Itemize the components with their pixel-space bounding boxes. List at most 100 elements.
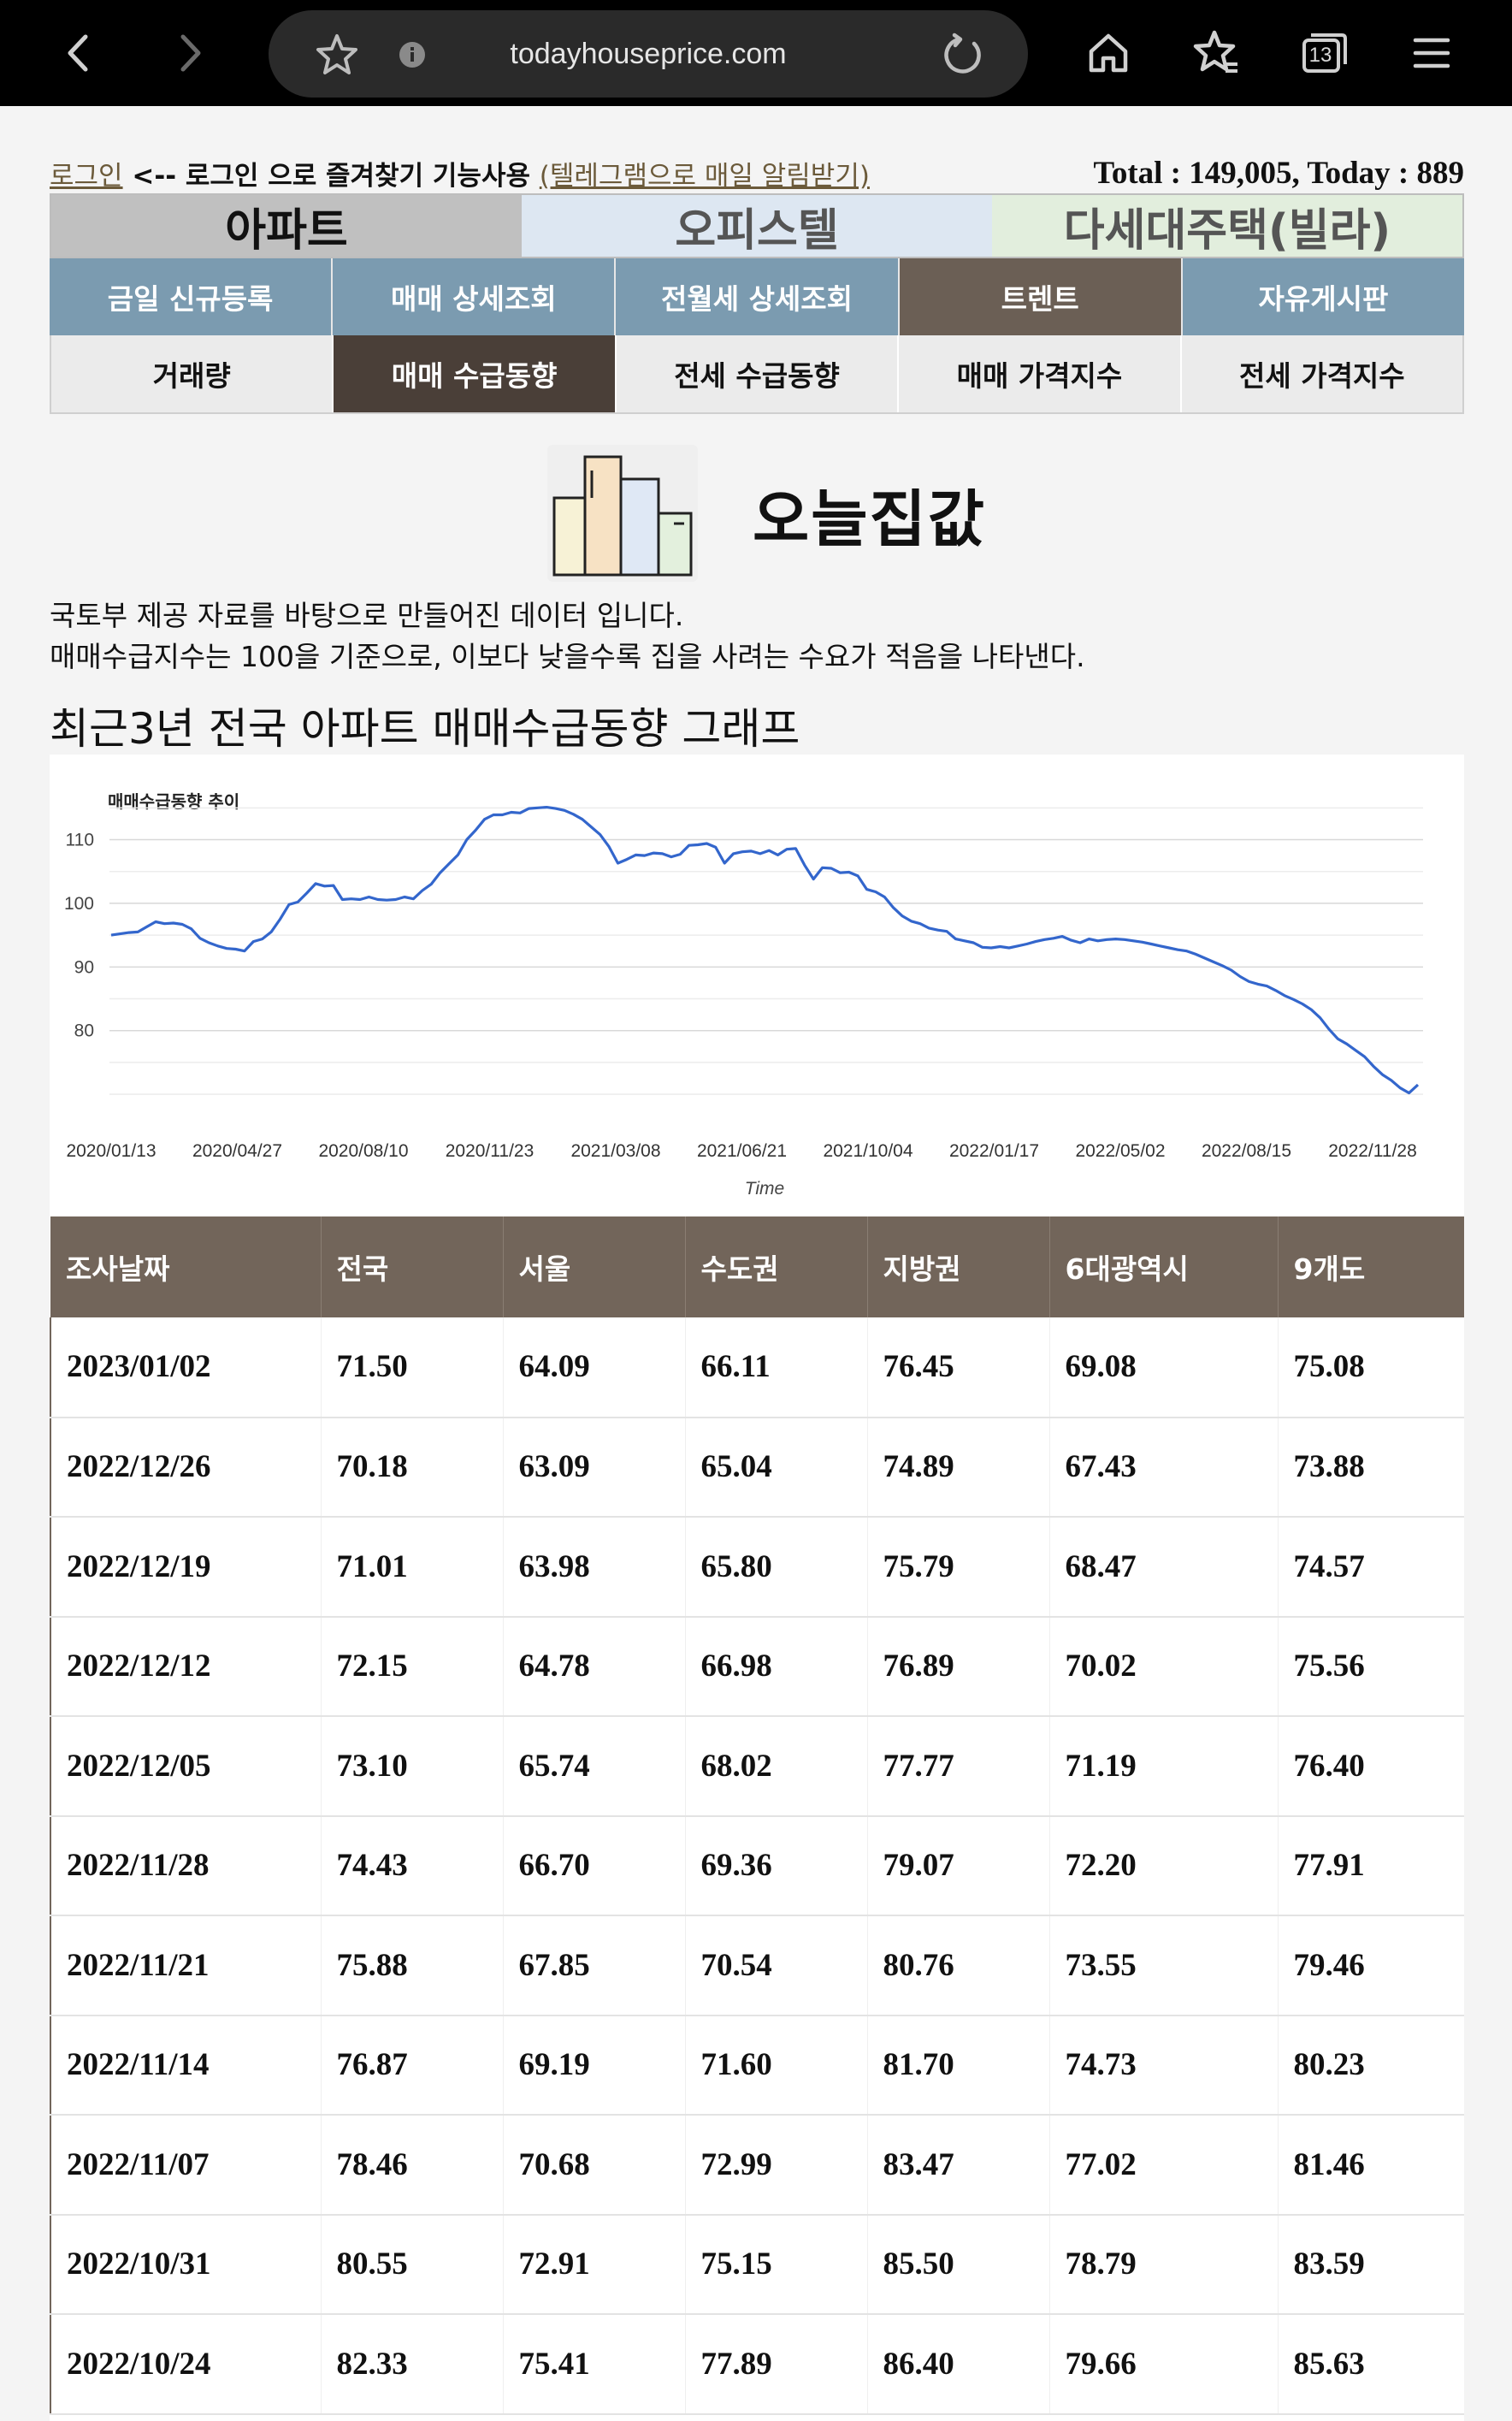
table-cell: 75.08: [1278, 1317, 1464, 1418]
table-cell: 75.88: [321, 1915, 504, 2016]
sub-jeonse-supply-demand[interactable]: 전세 수급동향: [616, 335, 900, 412]
top-info-line: 로그인 <-- 로그인 으로 즐겨찾기 기능사용 (텔레그램으로 매일 알림받기…: [50, 152, 1464, 193]
tabs-icon[interactable]: 13: [1290, 19, 1358, 87]
tab-apartment[interactable]: 아파트: [51, 195, 522, 257]
table-header-cell: 6대광역시: [1049, 1216, 1279, 1317]
chart-x-axis-label: Time: [745, 1179, 784, 1199]
main-menu: 금일 신규등록 매매 상세조회 전월세 상세조회 트렌트 자유게시판: [50, 258, 1465, 335]
data-table-container: 조사날짜 전국 서울 수도권 지방권 6대광역시 9개도 2023/01/02 71.50 64…: [50, 1216, 1464, 2421]
chart-y-tick-label: 90: [74, 957, 94, 977]
table-cell: 71.60: [685, 2015, 868, 2116]
table-cell: 2022/12/26: [50, 1417, 322, 1518]
menu-free-board[interactable]: 자유게시판: [1182, 258, 1465, 335]
table-row: 2022/12/19 71.01 63.98 65.80 75.79 68.47 74.57: [50, 1517, 1464, 1618]
table-cell: 76.45: [867, 1317, 1050, 1418]
chart-x-tick-label: 2020/08/10: [318, 1141, 408, 1161]
table-header-cell: 수도권: [685, 1216, 868, 1317]
table-cell: 77.91: [1278, 1815, 1464, 1916]
table-cell: 2022/10/24: [50, 2314, 322, 2415]
table-row: 2022/12/12 72.15 64.78 66.98 76.89 70.02 75.56: [50, 1616, 1464, 1717]
sub-jeonse-price-index[interactable]: 전세 가격지수: [1181, 335, 1463, 412]
table-cell: 65.04: [685, 1417, 868, 1518]
chart-y-tick-label: 100: [64, 894, 94, 914]
table-cell: 68.02: [685, 1716, 868, 1817]
address-bar[interactable]: todayhouseprice.com: [269, 10, 1028, 98]
table-cell: 65.74: [503, 1716, 686, 1817]
reload-icon[interactable]: [929, 21, 997, 89]
table-row: 2022/11/07 78.46 70.68 72.99 83.47 77.02 81.46: [50, 2115, 1464, 2216]
url-text[interactable]: todayhouseprice.com: [510, 37, 787, 70]
site-info-icon[interactable]: [378, 21, 446, 89]
table-cell: 85.50: [867, 2214, 1050, 2315]
table-cell: 80.76: [867, 1915, 1050, 2016]
table-cell: 70.68: [503, 2115, 686, 2216]
table-cell: 75.56: [1278, 1616, 1464, 1717]
bookmark-star-icon[interactable]: [303, 21, 371, 89]
table-cell: 72.20: [1049, 1815, 1279, 1916]
table-cell: 2023/01/02: [50, 1317, 322, 1418]
table-cell: 74.89: [867, 1417, 1050, 1518]
table-cell: 64.78: [503, 1616, 686, 1717]
table-cell: 2022/12/05: [50, 1716, 322, 1817]
chart-svg: 매매수급동향 추이 80 90 100 110 2020/01/13 2020/04/27 2…: [64, 791, 1423, 1199]
supply-demand-chart: 매매수급동향 추이 80 90 100 110 2020/01/13 2020/04/27 2…: [50, 755, 1464, 1216]
chart-series-line: [110, 805, 1420, 1095]
table-cell: 69.19: [503, 2015, 686, 2116]
table-cell: 76.87: [321, 2015, 504, 2116]
tab-villa[interactable]: 다세대주택(빌라): [992, 195, 1462, 257]
table-header-cell: 서울: [503, 1216, 686, 1317]
table-cell: 77.77: [867, 1716, 1050, 1817]
table-cell: 79.07: [867, 1815, 1050, 1916]
table-cell: 67.85: [503, 1915, 686, 2016]
data-table: 조사날짜 전국 서울 수도권 지방권 6대광역시 9개도 2023/01/02 71.50 64…: [50, 1216, 1464, 2415]
menu-sale-detail[interactable]: 매매 상세조회: [333, 258, 617, 335]
table-row: 2022/11/21 75.88 67.85 70.54 80.76 73.55 79.46: [50, 1915, 1464, 2016]
sub-menu: 거래량 매매 수급동향 전세 수급동향 매매 가격지수 전세 가격지수: [50, 335, 1464, 414]
login-notice: 로그인 <-- 로그인 으로 즐겨찾기 기능사용 (텔레그램으로 매일 알림받기…: [50, 154, 870, 192]
favorites-icon[interactable]: [1182, 19, 1250, 87]
sub-volume[interactable]: 거래량: [51, 335, 334, 412]
menu-rent-detail[interactable]: 전월세 상세조회: [616, 258, 900, 335]
menu-icon[interactable]: [1397, 19, 1466, 87]
category-tabs: 아파트 오피스텔 다세대주택(빌라): [50, 193, 1464, 258]
table-cell: 75.41: [503, 2314, 686, 2415]
table-cell: 77.89: [685, 2314, 868, 2415]
table-cell: 79.46: [1278, 1915, 1464, 2016]
table-row: 2022/12/05 73.10 65.74 68.02 77.77 71.19 76.40: [50, 1716, 1464, 1817]
table-cell: 72.15: [321, 1616, 504, 1717]
table-cell: 73.55: [1049, 1915, 1279, 2016]
table-cell: 79.66: [1049, 2314, 1279, 2415]
login-link[interactable]: 로그인: [50, 160, 123, 192]
chart-x-tick-label: 2020/11/23: [446, 1141, 535, 1161]
chart-x-tick-label: 2020/01/13: [66, 1141, 156, 1161]
site-logo-text[interactable]: 오늘집값: [753, 482, 986, 555]
site-logo-icon[interactable]: [547, 445, 698, 582]
table-cell: 2022/12/12: [50, 1616, 322, 1717]
table-cell: 72.91: [503, 2214, 686, 2315]
table-cell: 66.70: [503, 1815, 686, 1916]
menu-trend[interactable]: 트렌트: [899, 258, 1183, 335]
table-cell: 85.63: [1278, 2314, 1464, 2415]
table-cell: 63.09: [503, 1417, 686, 1518]
forward-icon[interactable]: [156, 19, 224, 87]
table-cell: 69.36: [685, 1815, 868, 1916]
table-cell: 80.23: [1278, 2015, 1464, 2116]
table-cell: 81.70: [867, 2015, 1050, 2116]
telegram-link[interactable]: (텔레그램으로 매일 알림받기): [539, 160, 870, 192]
table-cell: 69.08: [1049, 1317, 1279, 1418]
home-icon[interactable]: [1074, 19, 1143, 87]
back-icon[interactable]: [44, 19, 113, 87]
chart-x-tick-label: 2022/05/02: [1075, 1141, 1165, 1161]
chart-y-tick-label: 80: [74, 1021, 94, 1041]
sub-sale-supply-demand[interactable]: 매매 수급동향: [334, 335, 617, 412]
tab-officetel[interactable]: 오피스텔: [522, 195, 992, 257]
visitor-counter: Total : 149,005, Today : 889: [1093, 155, 1464, 191]
chart-x-tick-label: 2022/08/15: [1202, 1141, 1291, 1161]
table-cell: 83.47: [867, 2115, 1050, 2216]
menu-new-registrations[interactable]: 금일 신규등록: [50, 258, 334, 335]
table-header-cell: 전국: [321, 1216, 504, 1317]
table-cell: 73.88: [1278, 1417, 1464, 1518]
tab-count: 13: [1308, 44, 1332, 67]
table-cell: 83.59: [1278, 2214, 1464, 2315]
sub-sale-price-index[interactable]: 매매 가격지수: [899, 335, 1182, 412]
